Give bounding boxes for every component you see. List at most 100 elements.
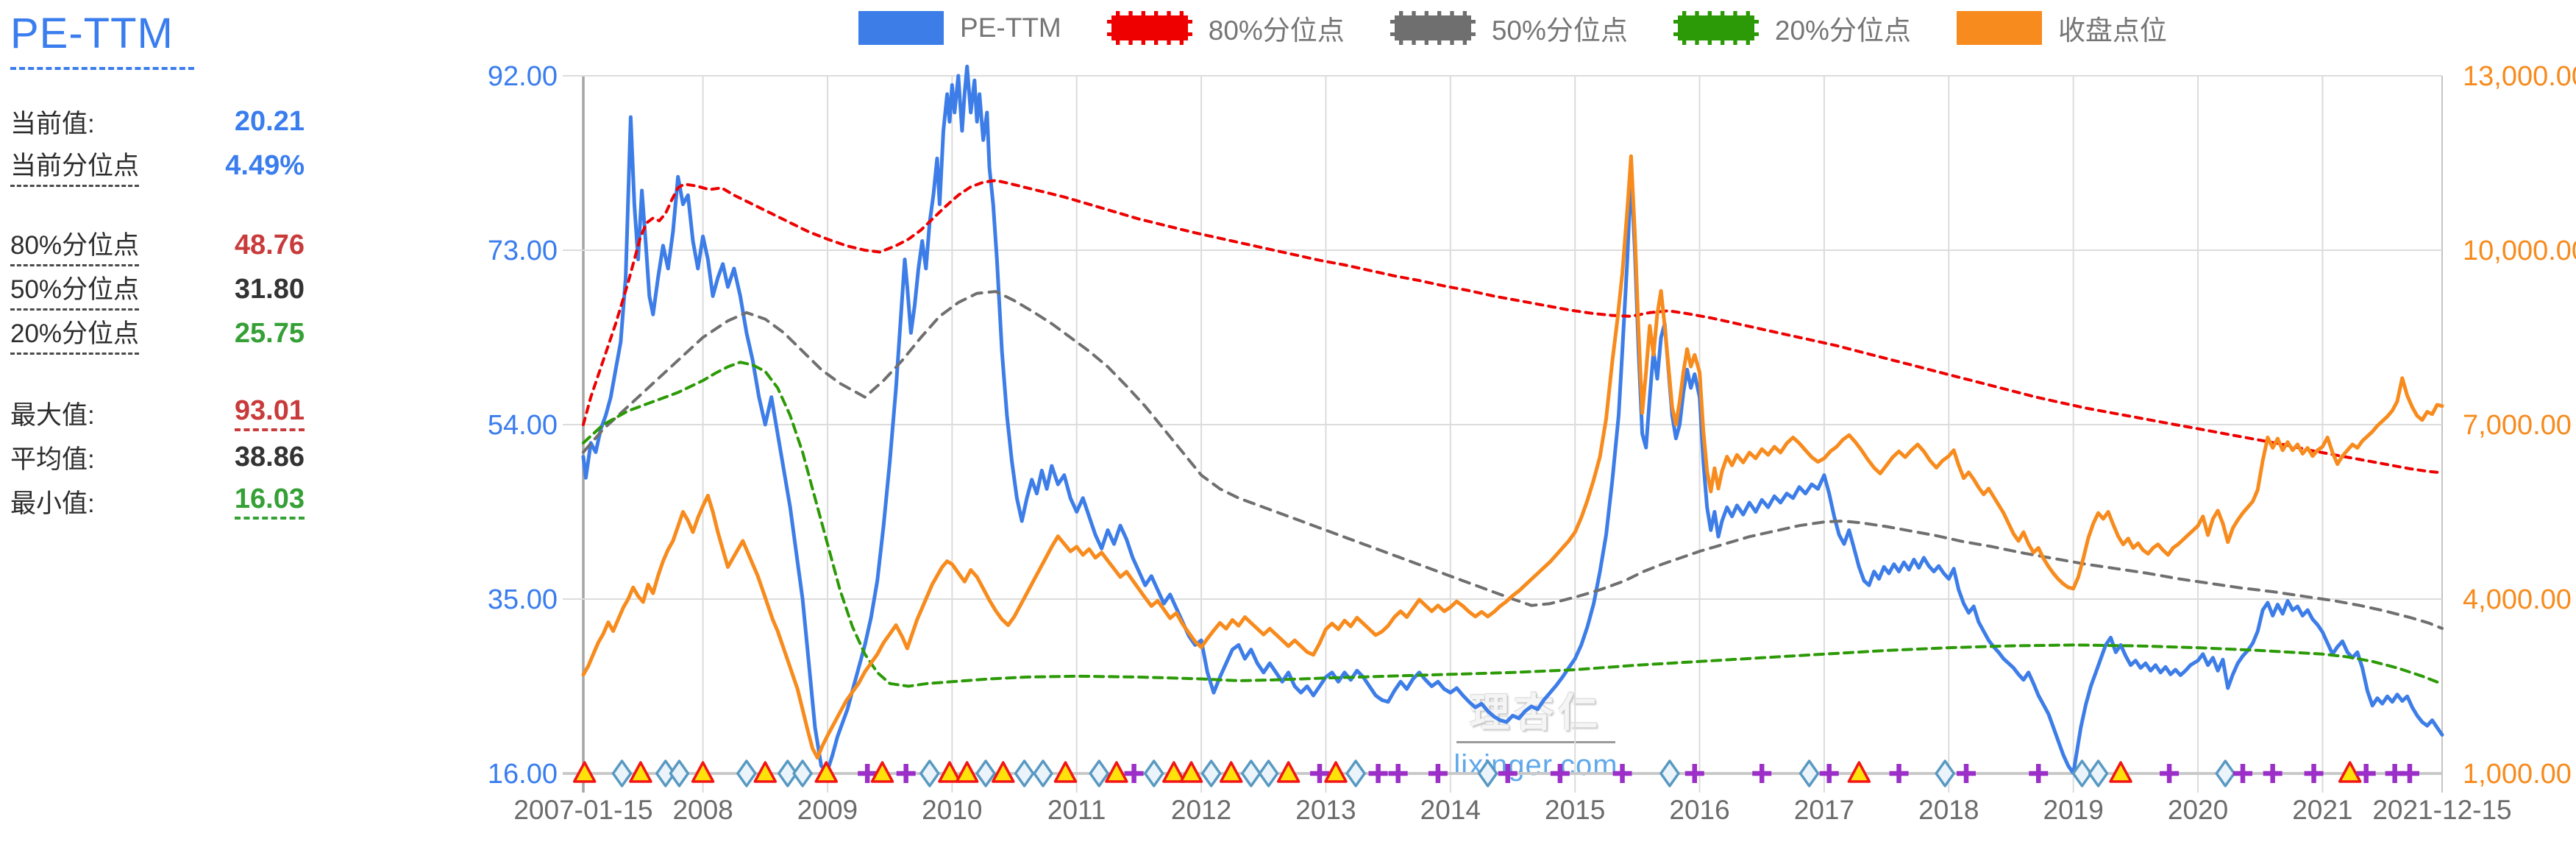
stat-value: 16.03 [234, 484, 305, 520]
x-axis-tick-label: 2012 [1171, 795, 1231, 825]
stats-list: 当前值: 20.21 当前分位点 4.49% 80%分位点 48.76 50%分位点 31.8… [10, 99, 481, 523]
event-marker-diamond-icon [1033, 759, 1053, 787]
sidebar: PE-TTM 当前值: 20.21 当前分位点 4.49% 80%分位点 48.76 50%… [10, 9, 481, 523]
event-marker-triangle-icon [870, 761, 894, 783]
event-marker-triangle-icon [753, 761, 778, 783]
event-marker-diamond-icon [1345, 759, 1366, 787]
event-marker-triangle-icon [629, 761, 652, 783]
y-left-tick-label: 92.00 [488, 61, 558, 92]
event-marker-plus-icon [1309, 764, 1329, 783]
event-marker-plus-icon [1550, 764, 1570, 783]
chart-legend: PE-TTM 80%分位点 50%分位点 20%分位点 收盘点位 [583, 9, 2442, 47]
legend-label: 20%分位点 [1774, 15, 1911, 46]
stat-row: 80%分位点 48.76 [10, 223, 305, 267]
legend-item-pe-ttm[interactable]: PE-TTM [858, 11, 1061, 45]
x-axis-tick-label: 2021 [2292, 795, 2352, 825]
event-marker-diamond-icon [669, 759, 690, 787]
event-marker-diamond-icon [2215, 759, 2236, 787]
stat-row: 平均值: 38.86 [10, 435, 305, 479]
legend-swatch-icon [1106, 11, 1192, 45]
y-right-tick-label: 13,000.00 [2463, 61, 2576, 92]
y-right-tick-label: 10,000.00 [2463, 235, 2576, 266]
event-marker-plus-icon [1498, 764, 1518, 783]
x-axis-tick-label: 2020 [2168, 795, 2228, 825]
stat-label: 最大值: [10, 400, 95, 430]
event-marker-diamond-icon [1798, 759, 1820, 787]
event-marker-plus-icon [1388, 764, 1408, 783]
event-marker-triangle-icon [1105, 761, 1128, 783]
event-marker-diamond-icon [1200, 759, 1222, 787]
x-axis-tick-label: 2008 [672, 795, 733, 825]
event-marker-diamond-icon [1935, 759, 1955, 787]
stat-value: 25.75 [234, 317, 305, 349]
watermark-divider [1456, 741, 1615, 743]
stat-row: 20%分位点 25.75 [10, 311, 305, 355]
event-marker-plus-icon [1684, 764, 1704, 783]
event-marker-triangle-icon [691, 761, 715, 783]
y-left-tick-label: 54.00 [488, 410, 558, 441]
event-marker-diamond-icon [792, 759, 813, 787]
event-marker-diamond-icon [1143, 759, 1164, 787]
x-axis-tick-label: 2018 [1918, 795, 1979, 825]
stat-row: 50%分位点 31.80 [10, 267, 305, 311]
stat-value: 20.21 [234, 105, 305, 137]
legend-label: 收盘点位 [2057, 15, 2167, 46]
x-axis-tick-label: 2013 [1295, 795, 1356, 825]
stat-label[interactable]: 20%分位点 [10, 313, 140, 355]
legend-label: PE-TTM [960, 13, 1061, 43]
event-marker-plus-icon [1368, 764, 1388, 783]
event-marker-diamond-icon [2071, 759, 2093, 787]
stat-label[interactable]: 当前分位点 [10, 145, 140, 187]
event-marker-diamond-icon [1477, 759, 1498, 787]
y-right-tick-label: 7,000.00 [2463, 410, 2572, 441]
event-marker-triangle-icon [1053, 761, 1078, 783]
legend-item-percentile-1[interactable]: 80%分位点 [1106, 8, 1345, 48]
event-marker-triangle-icon [1179, 761, 1203, 783]
legend-swatch-icon [1956, 11, 2042, 45]
stat-label[interactable]: 80%分位点 [10, 224, 140, 266]
event-marker-triangle-icon [992, 761, 1015, 783]
event-marker-plus-icon [1957, 764, 1977, 783]
event-marker-plus-icon [1819, 764, 1839, 783]
legend-swatch-icon [858, 11, 944, 45]
event-marker-triangle-icon [1219, 761, 1243, 783]
x-axis-tick-label: 2007-01-15 [513, 795, 652, 825]
event-marker-diamond-icon [2088, 759, 2109, 787]
stat-value: 38.86 [234, 441, 305, 472]
event-marker-triangle-icon [1324, 761, 1348, 783]
y-left-tick-label: 35.00 [488, 584, 558, 615]
legend-item-percentile-3[interactable]: 20%分位点 [1673, 8, 1911, 48]
stat-label[interactable]: 50%分位点 [10, 269, 140, 311]
stat-row: 当前值: 20.21 [10, 99, 305, 144]
event-marker-plus-icon [2304, 764, 2324, 783]
series-line-percentile-2 [582, 290, 2444, 630]
event-marker-plus-icon [858, 764, 878, 783]
event-marker-plus-icon [2263, 764, 2283, 783]
event-marker-diamond-icon [1014, 759, 1035, 787]
stat-value: 93.01 [234, 395, 305, 431]
stat-value: 48.76 [234, 229, 305, 261]
event-marker-plus-icon [2029, 764, 2049, 783]
legend-swatch-icon [1673, 11, 1759, 45]
event-marker-plus-icon [1889, 764, 1909, 783]
event-marker-plus-icon [1428, 764, 1448, 783]
event-marker-diamond-icon [1241, 759, 1262, 787]
event-marker-plus-icon [896, 764, 916, 783]
watermark: 理杏仁 lixinger.com [1439, 680, 1633, 782]
event-marker-triangle-icon [1847, 761, 1871, 783]
legend-item-close-price[interactable]: 收盘点位 [1956, 8, 2167, 48]
event-marker-triangle-icon [572, 761, 597, 783]
x-axis-tick-label: 2019 [2043, 795, 2104, 825]
x-axis-tick-label: 2021-12-15 [2372, 795, 2511, 825]
stat-label: 当前值: [10, 109, 95, 138]
event-marker-plus-icon [2399, 764, 2419, 783]
event-marker-plus-icon [2233, 764, 2253, 783]
event-marker-diamond-icon [919, 759, 940, 787]
legend-item-percentile-2[interactable]: 50%分位点 [1390, 8, 1628, 48]
event-marker-plus-icon [1752, 764, 1772, 783]
event-marker-triangle-icon [2338, 761, 2362, 783]
stat-row: 当前分位点 4.49% [10, 144, 305, 188]
y-right-tick-label: 4,000.00 [2463, 584, 2572, 615]
event-marker-diamond-icon [736, 759, 757, 787]
